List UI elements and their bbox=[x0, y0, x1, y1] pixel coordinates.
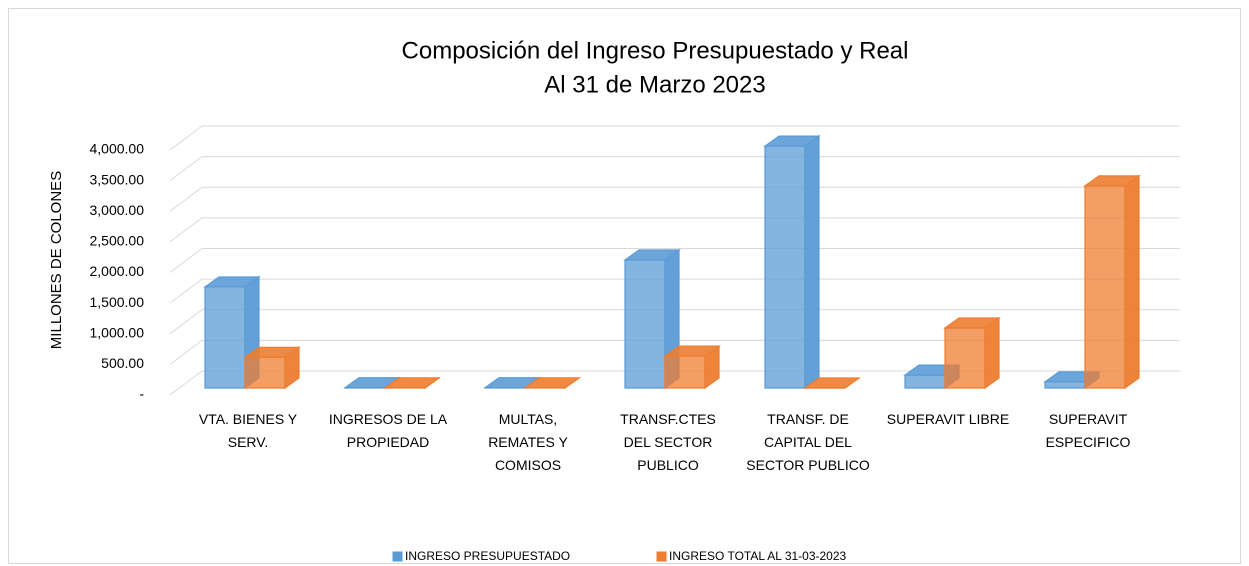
grid-line bbox=[169, 370, 1180, 396]
bar bbox=[943, 316, 1001, 390]
bar-face bbox=[804, 134, 820, 390]
grid-line bbox=[169, 309, 1180, 335]
x-tick-label: SUPERAVIT ESPECIFICO bbox=[1045, 411, 1131, 450]
x-tick-label: TRANSF. DE CAPITAL DEL SECTOR PUBLICO bbox=[746, 411, 870, 473]
y-tick-label: 3,000.00 bbox=[90, 202, 145, 218]
y-tick-label: 2,000.00 bbox=[90, 263, 145, 279]
bar-face bbox=[1124, 174, 1140, 390]
x-tick-label: TRANSF.CTES DEL SECTOR PUBLICO bbox=[620, 411, 716, 473]
grid-line bbox=[169, 278, 1180, 304]
y-tick-label: 4,000.00 bbox=[90, 141, 145, 157]
bar-face bbox=[764, 145, 806, 389]
y-tick-label: 1,000.00 bbox=[90, 324, 145, 340]
grid-line bbox=[169, 339, 1180, 365]
y-tick-label: - bbox=[139, 386, 144, 402]
bar-face bbox=[1084, 185, 1126, 389]
chart-subtitle: Al 31 de Marzo 2023 bbox=[544, 71, 765, 98]
bar bbox=[523, 376, 581, 390]
chart-title: Composición del Ingreso Presupuestado y … bbox=[402, 37, 909, 64]
bar bbox=[1083, 174, 1141, 390]
grid-line bbox=[169, 217, 1180, 243]
grid-line bbox=[169, 156, 1180, 182]
bar-face bbox=[204, 286, 246, 389]
legend-label: INGRESO PRESUPUESTADO bbox=[405, 549, 570, 563]
bar-face bbox=[244, 356, 286, 389]
bar-face bbox=[624, 259, 666, 389]
bar bbox=[243, 346, 301, 390]
legend-swatch bbox=[392, 551, 403, 562]
grid-line bbox=[169, 248, 1180, 273]
bar-face bbox=[664, 355, 706, 389]
y-tick-label: 3,500.00 bbox=[90, 171, 145, 187]
grid-line bbox=[169, 186, 1180, 212]
bar bbox=[763, 134, 821, 390]
x-tick-label: VTA. BIENES Y SERV. bbox=[198, 411, 298, 450]
x-tick-label: MULTAS, REMATES Y COMISOS bbox=[488, 411, 568, 473]
bar bbox=[383, 376, 441, 390]
legend-swatch bbox=[656, 551, 667, 562]
bar-face bbox=[1044, 381, 1086, 389]
y-axis-label: MILLONES DE COLONES bbox=[48, 171, 65, 349]
x-tick-label: INGRESOS DE LA PROPIEDAD bbox=[328, 411, 448, 450]
bar bbox=[803, 377, 861, 389]
x-tick-label: SUPERAVIT LIBRE bbox=[886, 411, 1010, 427]
y-tick-label: 1,500.00 bbox=[90, 294, 145, 310]
y-tick-label: 500.00 bbox=[101, 355, 144, 371]
bar-face bbox=[904, 374, 946, 389]
y-tick-label: 2,500.00 bbox=[90, 233, 145, 249]
bar bbox=[663, 344, 721, 390]
bar-face bbox=[944, 327, 986, 389]
grid-line bbox=[169, 125, 1180, 151]
legend-label: INGRESO TOTAL AL 31-03-2023 bbox=[669, 549, 847, 563]
bar-face bbox=[984, 316, 1000, 390]
